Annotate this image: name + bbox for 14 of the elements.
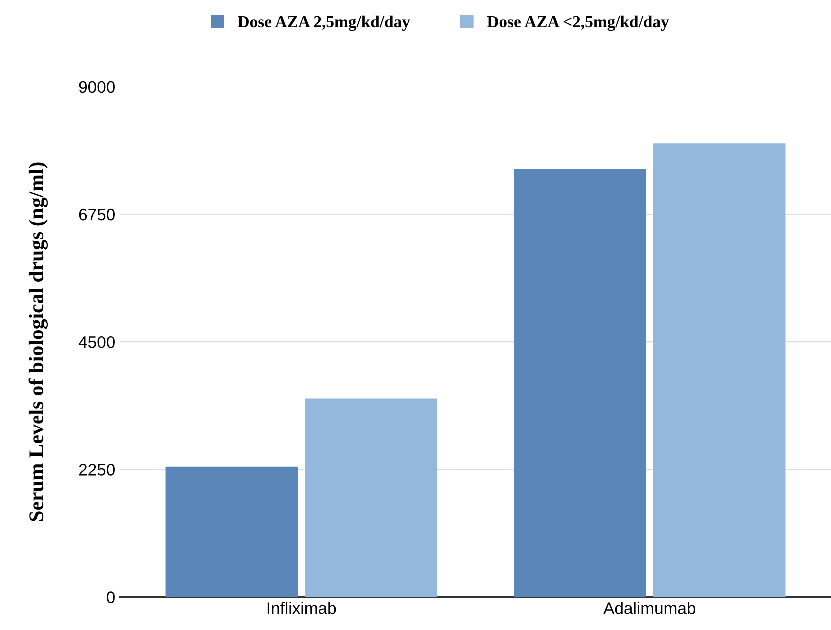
y-tick-label: 0: [107, 592, 115, 604]
y-tick-label: 2250: [79, 464, 115, 476]
legend-label: Dose AZA 2,5mg/kd/day: [238, 16, 410, 32]
y-tick-label: 6750: [79, 208, 115, 221]
y-tick-label: 9000: [79, 81, 115, 94]
legend-label: Dose AZA <2,5mg/kd/day: [487, 16, 670, 32]
bar: [653, 144, 786, 598]
x-tick-label: Infliximab: [268, 602, 336, 614]
y-tick-label: 4500: [78, 336, 115, 348]
bar: [305, 398, 438, 598]
bar: [514, 169, 646, 598]
bar: [166, 466, 298, 598]
y-axis-title: Serum Levels of biological drugs (ng/ml): [28, 162, 48, 522]
x-tick-label: Adalimumab: [604, 602, 696, 614]
